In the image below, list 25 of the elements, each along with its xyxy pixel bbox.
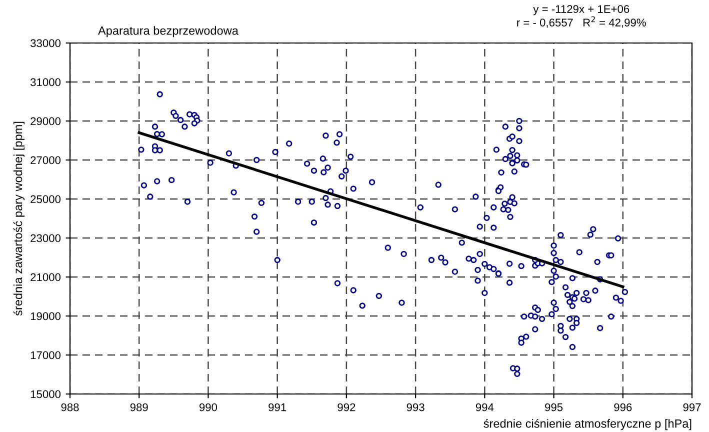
y-tick-label: 33000 [30,39,61,48]
y-tick-label: 19000 [30,312,61,320]
y-tick-label: 23000 [30,234,61,242]
x-axis-title: średnie ciśnienie atmosferyczne p [hPa] [484,418,692,430]
x-tick-label: 990 [199,403,218,412]
text: y = -1129x + 1E+06 [533,5,630,16]
y-tick-label: 27000 [30,156,61,164]
x-tick-label: 996 [614,403,632,412]
x-tick-label: 995 [545,403,563,412]
text: r = - 0,6557 R$^{2}$ = 42,99% [517,16,646,28]
x-tick-label: 994 [476,403,494,412]
y-tick-label: 15000 [30,390,61,398]
x-tick-label: 992 [338,403,356,412]
y-tick-label: 31000 [30,78,61,86]
x-tick-label: 997 [683,403,701,412]
y-axis-title: średnia zawartość pary wodnej [ppm] [13,122,25,316]
x-tick-label: 988 [61,403,79,412]
y-tick-label: 17000 [30,351,61,360]
x-tick-label: 993 [406,403,424,412]
x-tick-label: 991 [268,403,286,412]
y-tick-label: 29000 [30,117,61,126]
y-tick-label: 21000 [30,273,61,282]
chart-title: Aparatura bezprzewodowa [98,26,238,38]
x-tick-label: 989 [130,403,148,412]
y-tick-label: 25000 [30,195,61,204]
